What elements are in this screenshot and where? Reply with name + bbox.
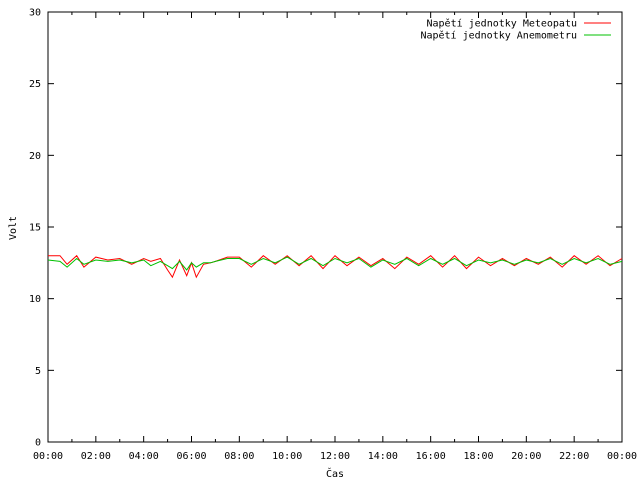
series-line-2: [47, 256, 623, 271]
x-tick-label: 00:00: [33, 451, 63, 462]
x-tick-label: 20:00: [511, 451, 541, 462]
series-layer: [47, 254, 623, 279]
x-tick-label: 06:00: [176, 451, 206, 462]
y-axis: 0 5 10 15 20 25 30: [29, 8, 622, 449]
x-tick-label: 04:00: [129, 451, 159, 462]
x-tick-label: 10:00: [272, 451, 302, 462]
x-axis: 00:00 02:00 04:00 06:00 08:00 10:00 12:00 14:00…: [33, 12, 637, 462]
y-tick-label: 5: [35, 366, 41, 377]
plot-frame: [47, 11, 623, 443]
x-tick-label: 18:00: [463, 451, 493, 462]
x-tick-label: 22:00: [559, 451, 589, 462]
legend-label-2: Napětí jednotky Anemometru: [420, 30, 577, 42]
x-tick-label: 14:00: [368, 451, 398, 462]
x-tick-label: 16:00: [416, 451, 446, 462]
y-tick-label: 15: [29, 223, 41, 234]
y-tick-label: 25: [29, 79, 41, 90]
y-axis-label: Volt: [8, 216, 19, 240]
y-tick-label: 20: [29, 151, 41, 162]
y-tick-label: 10: [29, 294, 41, 305]
x-axis-label: Čas: [326, 467, 344, 480]
x-tick-label: 08:00: [224, 451, 254, 462]
y-tick-label: 30: [29, 8, 41, 19]
x-tick-label: 12:00: [320, 451, 350, 462]
y-tick-label: 0: [35, 438, 41, 449]
x-tick-label: 02:00: [81, 451, 111, 462]
x-tick-label: 00:00: [607, 451, 637, 462]
legend-label-1: Napětí jednotky Meteopatu: [426, 18, 577, 30]
series-line-1: [48, 254, 623, 279]
